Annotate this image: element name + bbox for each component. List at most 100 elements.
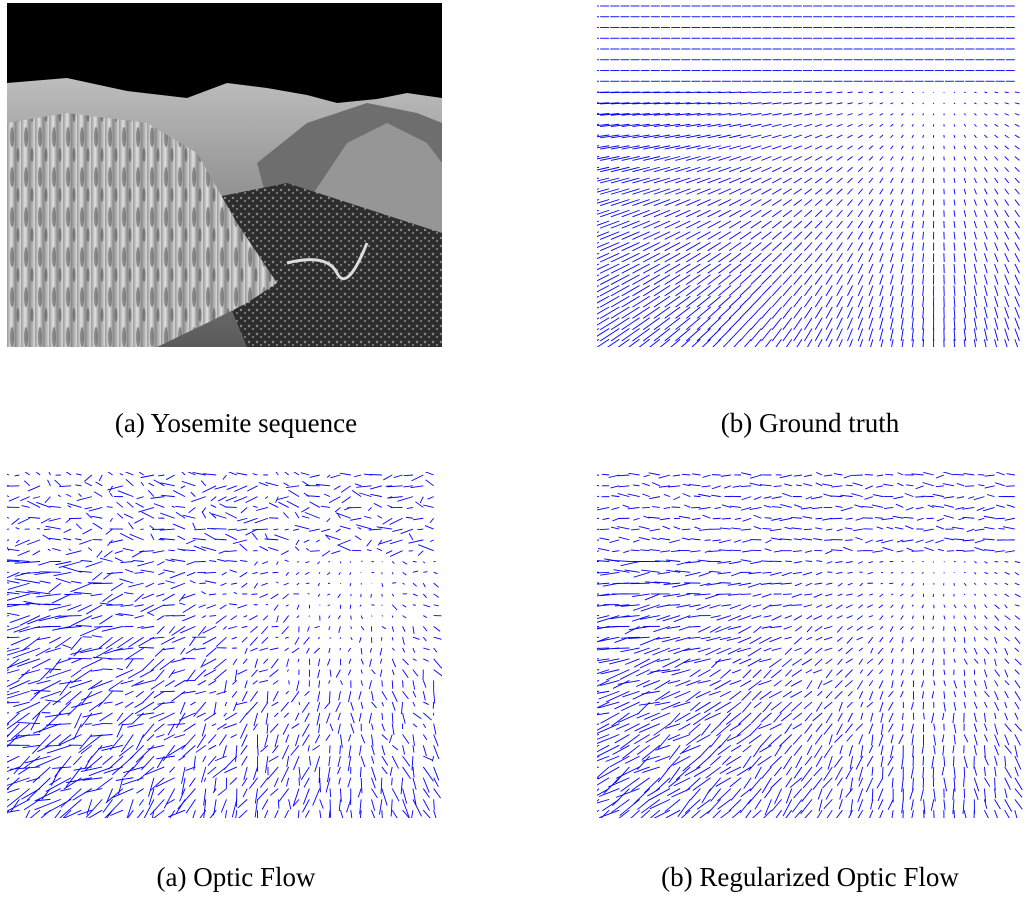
page: (a) Yosemite sequence (b) Ground truth (… xyxy=(0,0,1027,912)
flow-arrow xyxy=(933,637,934,642)
flow-arrow xyxy=(250,626,257,632)
flow-arrow xyxy=(751,210,762,217)
flow-arrow xyxy=(403,659,409,665)
flow-arrow xyxy=(733,486,741,488)
flow-arrow xyxy=(274,535,288,540)
flow-arrow xyxy=(600,275,619,285)
flow-arrow xyxy=(995,670,1000,677)
flow-arrow xyxy=(847,167,852,171)
flow-arrow xyxy=(45,604,61,605)
flow-arrow xyxy=(815,307,822,318)
flow-arrow xyxy=(632,210,649,217)
flow-arrow xyxy=(632,243,649,251)
flow-arrow xyxy=(321,506,330,507)
flow-arrow xyxy=(783,167,792,171)
flow-arrow xyxy=(71,616,92,626)
flow-arrow xyxy=(995,275,998,285)
flow-arrow xyxy=(1005,605,1008,608)
flow-arrow xyxy=(964,264,966,273)
flow-arrow xyxy=(783,124,792,126)
flow-arrow xyxy=(761,735,771,746)
flow-arrow xyxy=(358,527,361,529)
flow-arrow xyxy=(729,286,741,296)
flow-arrow xyxy=(888,799,893,809)
flow-arrow xyxy=(753,605,762,607)
flow-arrow xyxy=(936,486,944,487)
flow-arrow xyxy=(845,680,852,687)
flow-arrow xyxy=(897,551,904,552)
flow-arrow xyxy=(55,480,61,486)
flow-arrow xyxy=(835,735,843,743)
flow-arrow xyxy=(632,778,650,791)
flow-arrow xyxy=(751,189,762,195)
flow-arrow xyxy=(995,253,998,262)
flow-arrow xyxy=(716,778,731,787)
flow-arrow xyxy=(837,124,843,126)
flow-arrow xyxy=(133,560,144,561)
flow-arrow xyxy=(329,756,330,766)
flow-arrow xyxy=(12,724,30,739)
flow-arrow xyxy=(878,789,883,801)
flow-arrow xyxy=(205,581,216,583)
flow-arrow xyxy=(361,561,362,562)
flow-arrow xyxy=(7,490,9,496)
flow-arrow xyxy=(834,474,842,475)
flow-arrow xyxy=(858,329,863,341)
flow-arrow xyxy=(984,232,987,240)
flow-arrow xyxy=(370,648,371,653)
flow-arrow xyxy=(729,114,741,116)
flow-arrow xyxy=(786,778,792,787)
flow-arrow xyxy=(890,178,893,183)
flow-arrow xyxy=(761,307,771,318)
flow-arrow xyxy=(711,495,721,496)
flow-arrow xyxy=(701,637,711,639)
flow-arrow xyxy=(712,540,720,541)
flow-arrow xyxy=(974,189,976,195)
flow-arrow xyxy=(371,594,372,598)
flow-arrow xyxy=(1015,243,1020,251)
flow-arrow xyxy=(718,167,730,171)
flow-arrow xyxy=(772,275,781,285)
flow-arrow xyxy=(679,516,690,518)
flow-arrow xyxy=(869,124,873,126)
flow-arrow xyxy=(772,157,781,161)
flow-arrow xyxy=(974,735,977,746)
flow-arrow xyxy=(413,571,418,572)
flow-arrow xyxy=(52,548,61,550)
flow-arrow xyxy=(995,713,996,719)
flow-arrow xyxy=(748,648,761,656)
flow-arrow xyxy=(826,264,832,273)
caption: (b) Regularized Optic Flow xyxy=(560,862,1027,893)
flow-arrow xyxy=(881,540,893,543)
flow-arrow xyxy=(413,648,415,653)
flow-arrow xyxy=(597,691,609,695)
flow-arrow xyxy=(219,551,227,554)
flow-arrow xyxy=(597,659,599,660)
flow-arrow xyxy=(984,221,987,228)
flow-arrow xyxy=(891,616,893,618)
flow-arrow xyxy=(890,253,893,262)
flow-arrow xyxy=(708,275,721,285)
flow-arrow xyxy=(794,307,802,318)
flow-arrow xyxy=(824,626,832,628)
flow-arrow xyxy=(296,540,299,545)
flow-arrow xyxy=(719,583,731,584)
flow-arrow xyxy=(403,756,410,766)
flow-arrow xyxy=(984,724,987,731)
flow-arrow xyxy=(280,810,289,818)
flow-arrow xyxy=(430,540,433,542)
flow-arrow xyxy=(242,626,248,627)
flow-arrow xyxy=(889,583,893,584)
flow-arrow xyxy=(964,275,966,285)
flow-arrow xyxy=(721,475,731,476)
flow-arrow xyxy=(888,691,893,697)
flow-arrow xyxy=(964,103,966,104)
flow-arrow xyxy=(847,92,852,93)
flow-arrow xyxy=(135,702,154,714)
flow-arrow xyxy=(912,253,913,262)
flow-arrow xyxy=(665,339,680,347)
flow-arrow xyxy=(923,124,924,126)
flow-arrow xyxy=(350,605,351,609)
flow-arrow xyxy=(754,526,761,529)
flow-arrow xyxy=(900,594,903,596)
